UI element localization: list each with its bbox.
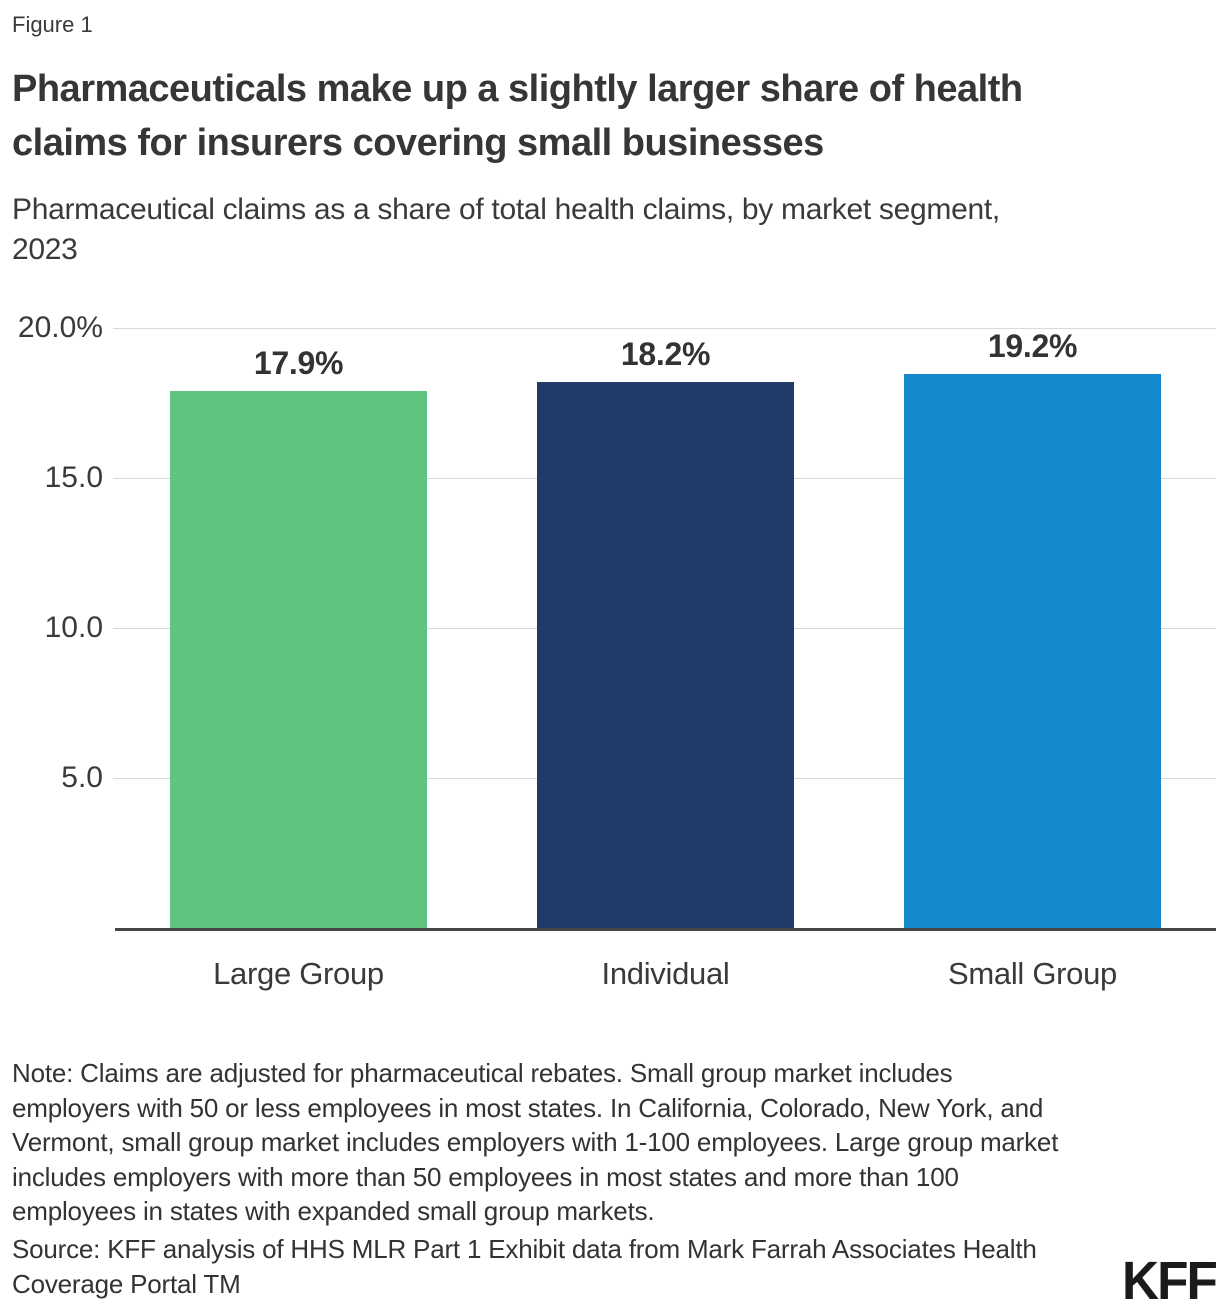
bars-container: 17.9% 18.2% 19.2% — [115, 328, 1216, 928]
chart-subtitle: Pharmaceutical claims as a share of tota… — [12, 190, 1000, 270]
note-line-3: Vermont, small group market includes emp… — [12, 1127, 1059, 1157]
figure-label: Figure 1 — [12, 12, 93, 37]
chart-subtitle-line-1: Pharmaceutical claims as a share of tota… — [12, 193, 1000, 226]
bar-large-group — [170, 391, 427, 928]
chart-title-line-1: Pharmaceuticals make up a slightly large… — [12, 68, 1023, 110]
bar-small-group — [904, 374, 1161, 928]
chart-title: Pharmaceuticals make up a slightly large… — [12, 62, 1023, 170]
bar-value-label-small-group: 19.2% — [987, 328, 1078, 364]
x-axis: Large Group Individual Small Group — [115, 938, 1216, 992]
chart-subtitle-line-2: 2023 — [12, 233, 78, 266]
bar-value-label-individual: 18.2% — [620, 336, 711, 372]
note-line-4: includes employers with more than 50 emp… — [12, 1161, 959, 1192]
note-line-1: Note: Claims are adjusted for pharmaceut… — [12, 1058, 953, 1088]
chart-title-line-2: claims for insurers covering small busin… — [12, 122, 824, 164]
note-line-2: employers with 50 or less employees in m… — [12, 1092, 1044, 1123]
bar-value-label-large-group: 17.9% — [253, 345, 344, 381]
source-text: Source: KFF analysis of HHS MLR Part 1 E… — [12, 1232, 1037, 1301]
bar-individual — [537, 382, 794, 928]
note-line-5: employees in states with expanded small … — [12, 1196, 655, 1226]
bar-chart: 20.0% 15.0 10.0 5.0 17.9% 18.2% 19.2% — [0, 311, 1220, 991]
y-axis-tick-15: 15.0 — [44, 461, 103, 494]
y-axis-tick-20: 20.0% — [17, 311, 103, 344]
bar-group-individual: 18.2% — [482, 328, 849, 928]
bar-group-large-group: 17.9% — [115, 328, 482, 928]
plot-area: 17.9% 18.2% 19.2% — [113, 328, 1216, 931]
gridline-20 — [113, 328, 1216, 329]
x-axis-label-individual: Individual — [601, 956, 730, 991]
x-axis-label-small-group: Small Group — [948, 956, 1117, 991]
y-axis-tick-10: 10.0 — [44, 611, 103, 644]
y-axis-tick-5: 5.0 — [61, 761, 103, 794]
source-line-2: Coverage Portal TM — [12, 1268, 241, 1299]
kff-logo: KFF — [1121, 1251, 1218, 1311]
note-text: Note: Claims are adjusted for pharmaceut… — [12, 1056, 1058, 1229]
bar-group-small-group: 19.2% — [849, 328, 1216, 928]
x-axis-label-large-group: Large Group — [213, 956, 384, 991]
source-line-1: Source: KFF analysis of HHS MLR Part 1 E… — [12, 1234, 1037, 1264]
y-axis: 20.0% 15.0 10.0 5.0 — [0, 311, 103, 928]
